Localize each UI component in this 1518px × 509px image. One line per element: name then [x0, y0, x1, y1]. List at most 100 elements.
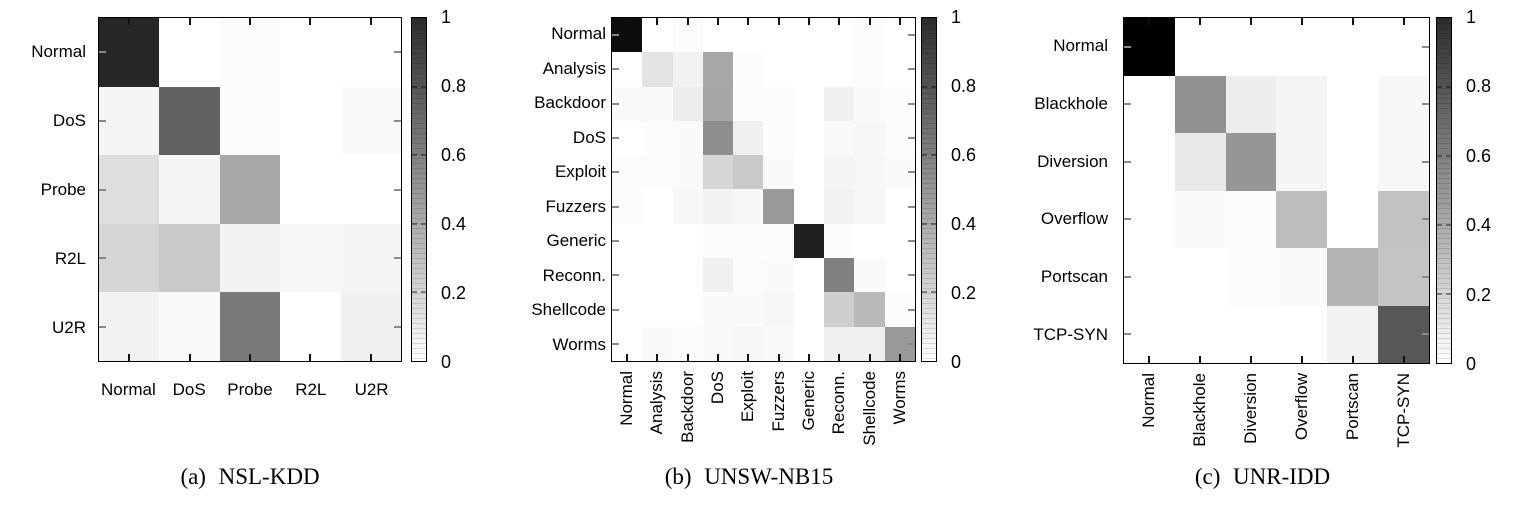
- y-tick-label-Portscan: Portscan: [1040, 267, 1108, 287]
- axis-tick: [908, 171, 915, 174]
- axis-tick: [1422, 103, 1429, 106]
- heatmap-cell-Shellcode-Exploit: [733, 292, 764, 327]
- x-axis-labels: Normal Analysis Backdoor DoS Exploit Fuzzers G…: [611, 368, 916, 463]
- heatmap-cell-Overflow-Overflow: [1276, 190, 1328, 248]
- heatmap-cell-Exploit-DoS: [702, 155, 734, 190]
- heatmap-cell-Portscan-Normal: [1124, 248, 1175, 306]
- heatmap-cell-Backdoor-DoS: [702, 86, 734, 121]
- colorbar-tick: [412, 85, 417, 88]
- caption-title: NSL-KDD: [218, 464, 320, 489]
- colorbar-tick-label-0.8: 0.8: [951, 76, 977, 96]
- colorbar-tick: [922, 222, 927, 225]
- axis-tick: [394, 325, 401, 328]
- x-tick-label-Reconn.: Reconn.: [829, 371, 849, 435]
- x-tick-label-DoS: DoS: [172, 380, 206, 399]
- heatmap-cell-Reconn.-Generic: [793, 258, 825, 293]
- heatmap-cell-Fuzzers-Fuzzers: [763, 189, 794, 224]
- axis-tick: [807, 18, 810, 25]
- axis-tick: [1351, 356, 1354, 363]
- y-axis-labels: Normal Analysis Backdoor DoS Exploit Fuzzers G…: [506, 17, 606, 362]
- colorbar-tick-label-1: 1: [441, 7, 452, 27]
- axis-tick: [99, 188, 106, 191]
- heatmap-unr-idd: [1123, 17, 1430, 364]
- axis-tick: [612, 171, 619, 174]
- axis-tick: [1422, 333, 1429, 336]
- caption-index: (b): [664, 464, 692, 489]
- heatmap-cell-Normal-U2R: [340, 18, 401, 87]
- axis-tick: [1300, 18, 1303, 25]
- heatmap-cell-Probe-Normal: [99, 155, 160, 224]
- colorbar-tick: [1437, 224, 1442, 226]
- y-tick-label-Blackhole: Blackhole: [1034, 93, 1108, 113]
- heatmap-cell-DoS-DoS: [159, 86, 220, 156]
- heatmap-cell-Normal-Blackhole: [1174, 18, 1226, 76]
- heatmap-cell-Diversion-TCP-SYN: [1378, 133, 1429, 191]
- heatmap-cell-Blackhole-Blackhole: [1174, 75, 1226, 133]
- colorbar-tick: [1446, 293, 1451, 295]
- colorbar-tick-label-0.4: 0.4: [441, 214, 467, 234]
- axis-tick: [1124, 160, 1131, 163]
- heatmap-cell-Normal-Overflow: [1276, 18, 1328, 76]
- heatmap-cell-Blackhole-Diversion: [1225, 75, 1277, 133]
- heatmap-cell-Overflow-Diversion: [1225, 190, 1277, 248]
- heatmap-cell-Shellcode-DoS: [702, 292, 734, 327]
- heatmap-nsl-kdd: [98, 17, 402, 362]
- heatmap-cell-Backdoor-Generic: [793, 86, 825, 121]
- colorbar-tick-label-0.2: 0.2: [951, 283, 977, 303]
- y-tick-label-Worms: Worms: [552, 334, 606, 354]
- heatmap-cell-Exploit-Backdoor: [672, 155, 703, 190]
- heatmap-cell-Generic-Reconn.: [824, 223, 855, 259]
- heatmap-cell-Backdoor-Fuzzers: [763, 86, 794, 121]
- heatmap-cell-Overflow-Portscan: [1327, 190, 1379, 248]
- x-tick-label-Worms: Worms: [889, 371, 909, 425]
- axis-tick: [908, 342, 915, 345]
- axis-tick: [838, 18, 841, 25]
- colorbar-tick: [931, 85, 936, 88]
- heatmap-cell-Probe-Probe: [219, 155, 281, 224]
- axis-tick: [1422, 275, 1429, 278]
- heatmap-cell-U2R-DoS: [159, 292, 220, 361]
- axis-tick: [394, 257, 401, 260]
- y-tick-label-Normal: Normal: [551, 24, 606, 44]
- heatmap-cell-Diversion-Portscan: [1327, 133, 1379, 191]
- colorbar-tick: [1446, 86, 1451, 88]
- heatmap-cell-Overflow-Normal: [1124, 190, 1175, 248]
- colorbar: [411, 17, 427, 362]
- heatmap-cell-U2R-U2R: [340, 292, 401, 361]
- heatmap-cell-Normal-Normal: [99, 18, 160, 87]
- heatmap-cell-Blackhole-Portscan: [1327, 75, 1379, 133]
- heatmap-cell-Portscan-TCP-SYN: [1378, 248, 1429, 306]
- heatmap-cell-TCP-SYN-Blackhole: [1174, 305, 1226, 363]
- heatmap-cell-Analysis-DoS: [702, 52, 734, 87]
- heatmap-cell-R2L-U2R: [340, 223, 401, 293]
- axis-tick: [1351, 18, 1354, 25]
- x-tick-label-DoS: DoS: [708, 371, 728, 405]
- colorbar-tick: [1437, 86, 1442, 88]
- heatmap-cell-Exploit-Generic: [793, 155, 825, 190]
- y-tick-label-Generic: Generic: [546, 231, 606, 251]
- heatmap-cell-TCP-SYN-Portscan: [1327, 305, 1379, 363]
- heatmap-cell-TCP-SYN-TCP-SYN: [1378, 305, 1429, 363]
- heatmap-cell-Reconn.-Exploit: [733, 258, 764, 293]
- axis-tick: [747, 18, 750, 25]
- x-tick-label-Normal: Normal: [617, 371, 637, 426]
- heatmap-cell-Backdoor-Exploit: [733, 86, 764, 121]
- heatmap-cell-Analysis-Analysis: [642, 52, 673, 87]
- heatmap-cell-TCP-SYN-Diversion: [1225, 305, 1277, 363]
- heatmap-cell-Generic-DoS: [702, 223, 734, 259]
- colorbar-tick: [421, 85, 426, 88]
- heatmap-cell-DoS-U2R: [340, 86, 401, 156]
- heatmap-cell-Generic-Exploit: [733, 223, 764, 259]
- colorbar-tick-label-0.6: 0.6: [951, 145, 977, 165]
- axis-tick: [1300, 356, 1303, 363]
- heatmap-cell-Fuzzers-Backdoor: [672, 189, 703, 224]
- heatmap-cell-Analysis-Backdoor: [672, 52, 703, 87]
- axis-tick: [1422, 160, 1429, 163]
- heatmap-cell-Fuzzers-Generic: [793, 189, 825, 224]
- axis-tick: [612, 274, 619, 277]
- heatmap-cell-Portscan-Blackhole: [1174, 248, 1226, 306]
- heatmap-cell-Shellcode-Backdoor: [672, 292, 703, 327]
- colorbar: [1436, 17, 1452, 364]
- heatmap-cell-Diversion-Overflow: [1276, 133, 1328, 191]
- colorbar-tick: [1446, 155, 1451, 157]
